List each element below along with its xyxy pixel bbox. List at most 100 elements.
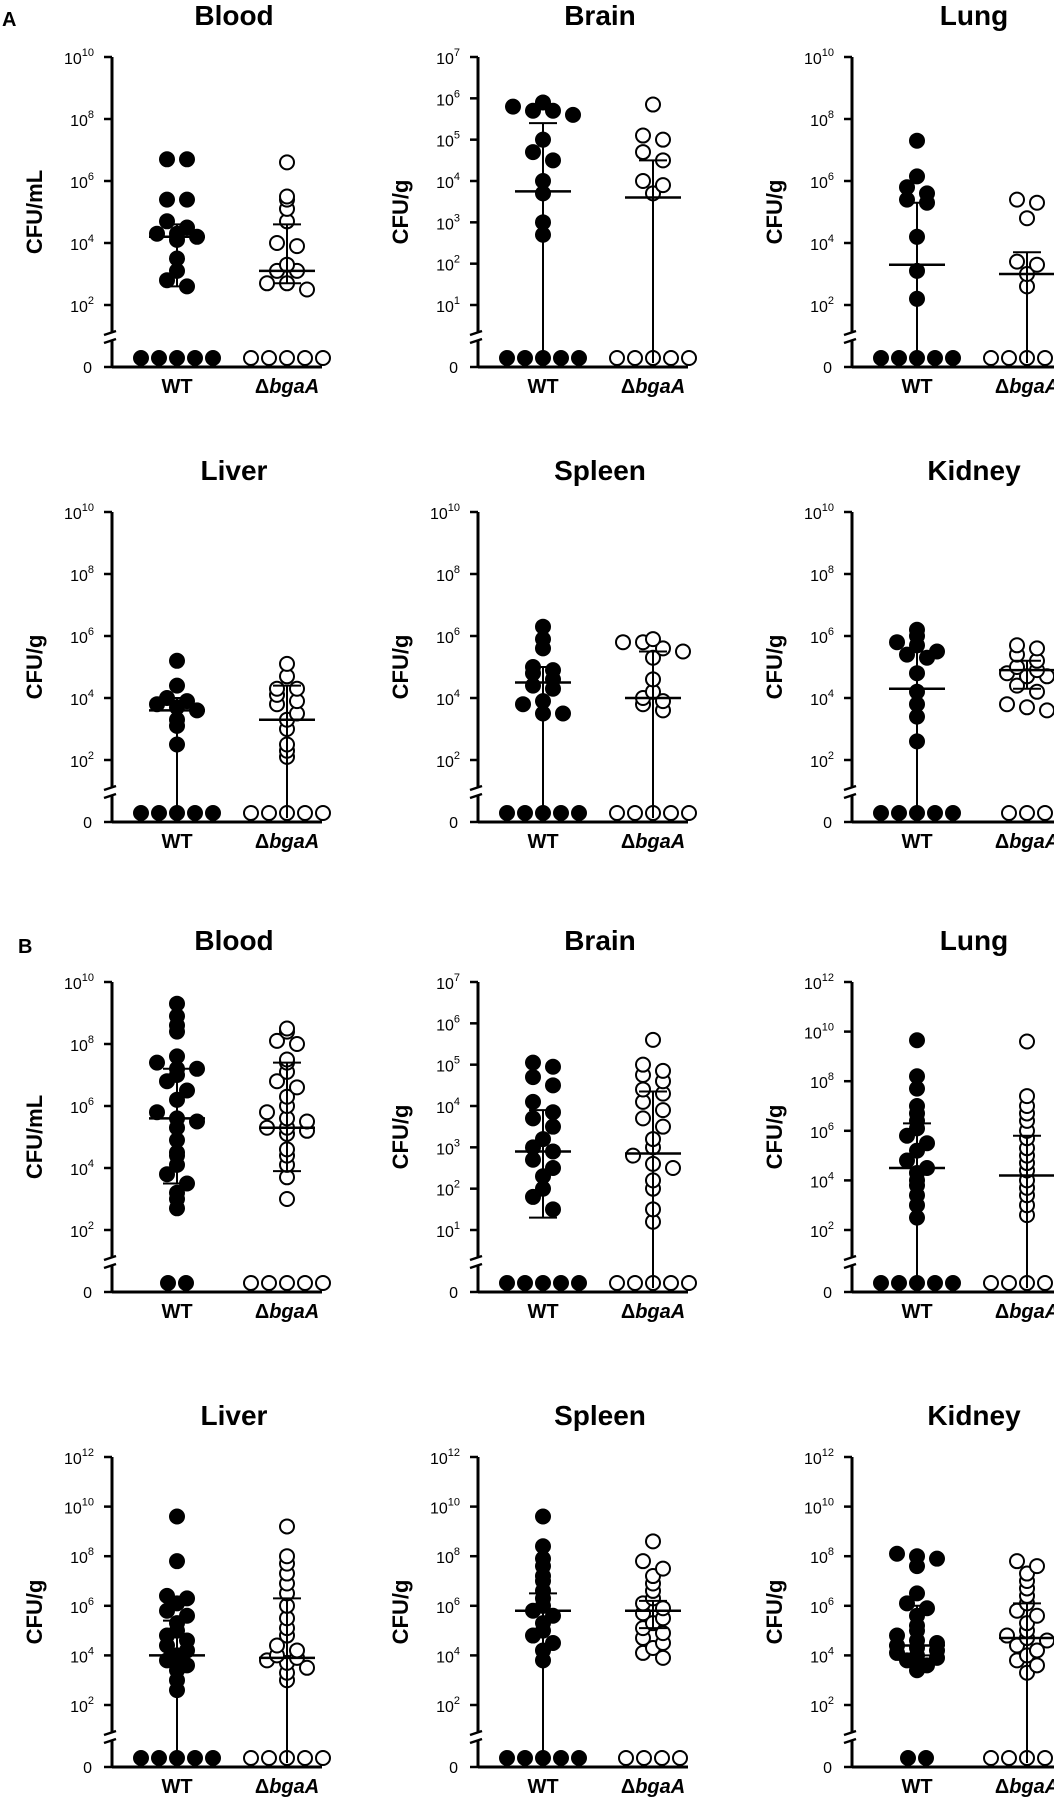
data-point	[159, 1587, 175, 1604]
tick-label: 106	[70, 1096, 94, 1117]
data-point-zero	[891, 350, 907, 366]
tick-base: 10	[804, 1501, 822, 1518]
tick-base: 10	[804, 51, 822, 68]
data-point-zero	[517, 1275, 533, 1291]
delta-symbol: Δ	[995, 1301, 1009, 1323]
data-point	[545, 662, 561, 679]
tick-exponent: 8	[454, 564, 460, 576]
tick-exponent: 12	[448, 1447, 460, 1459]
y-axis-label: CFU/g	[22, 635, 47, 700]
axis-break-mark	[843, 329, 857, 337]
x-tick-label-wt: WT	[527, 376, 558, 398]
tick-base: 10	[436, 1600, 454, 1617]
data-point-zero	[609, 350, 625, 366]
tick-label: 105	[436, 130, 460, 151]
data-point	[909, 1585, 925, 1602]
tick-exponent: 6	[454, 1596, 460, 1608]
tick-label: 108	[810, 1071, 834, 1092]
x-tick-label-wt: WT	[161, 376, 192, 398]
x-tick-label-wt: WT	[161, 831, 192, 853]
data-point-zero	[609, 1275, 625, 1291]
data-point	[645, 1533, 661, 1550]
tick-exponent: 1	[454, 295, 460, 307]
tick-label: 1010	[64, 47, 94, 68]
data-point	[279, 188, 295, 205]
data-point-zero	[315, 1750, 331, 1766]
tick-base: 10	[436, 754, 454, 771]
tick-exponent: 2	[88, 1695, 94, 1707]
data-point	[645, 96, 661, 113]
data-point	[159, 213, 175, 230]
y-axis-label: CFU/g	[762, 1105, 787, 1170]
data-point	[1009, 253, 1025, 270]
data-point	[159, 151, 175, 168]
tick-exponent: 2	[828, 750, 834, 762]
tick-exponent: 8	[88, 1546, 94, 1558]
data-point	[545, 102, 561, 119]
data-point-zero	[133, 1750, 149, 1766]
data-point	[1009, 1553, 1025, 1570]
data-point	[525, 1188, 541, 1205]
tick-base: 10	[436, 1224, 454, 1241]
delta-symbol: Δ	[995, 1776, 1009, 1798]
tick-label: 0	[449, 815, 458, 832]
tick-label: 104	[436, 688, 460, 709]
tick-exponent: 8	[454, 1546, 460, 1558]
data-point-zero	[927, 805, 943, 821]
data-point	[919, 1600, 935, 1617]
tick-exponent: 8	[828, 109, 834, 121]
gene-name: bgaA	[635, 831, 685, 853]
data-point	[889, 634, 905, 651]
data-point-zero	[151, 1750, 167, 1766]
data-point-zero	[205, 350, 221, 366]
tick-base: 10	[70, 1600, 88, 1617]
tick-base: 10	[70, 1224, 88, 1241]
axis-break-mark	[843, 792, 857, 800]
tick-label: 102	[436, 750, 460, 771]
tick-base: 10	[70, 175, 88, 192]
tick-label: 0	[449, 1285, 458, 1302]
delta-symbol: Δ	[255, 1776, 269, 1798]
data-point	[525, 1093, 541, 1110]
tick-exponent: 6	[454, 88, 460, 100]
gene-name: bgaA	[269, 376, 319, 398]
tick-exponent: 10	[822, 1022, 834, 1034]
axis-break-mark	[103, 1254, 117, 1262]
tick-base: 10	[436, 299, 454, 316]
tick-label: 106	[436, 1013, 460, 1034]
data-point	[169, 1048, 185, 1065]
tick-base: 10	[810, 1224, 828, 1241]
data-point	[289, 1079, 305, 1096]
data-point-zero	[297, 350, 313, 366]
panel-label-a: A	[2, 9, 16, 31]
tick-exponent: 8	[828, 1071, 834, 1083]
tick-exponent: 6	[88, 1096, 94, 1108]
tick-label: 106	[810, 626, 834, 647]
data-point-zero	[315, 350, 331, 366]
data-point-zero	[517, 1750, 533, 1766]
data-point	[929, 643, 945, 660]
tick-label: 104	[436, 1645, 460, 1666]
data-point-zero	[261, 1750, 277, 1766]
tick-label: 1010	[64, 502, 94, 523]
data-point	[615, 634, 631, 651]
data-point-zero	[243, 1275, 259, 1291]
y-axis-label: CFU/g	[762, 635, 787, 700]
tick-label: 0	[823, 360, 832, 377]
data-point	[1029, 683, 1045, 700]
tick-label: 105	[436, 1055, 460, 1076]
delta-symbol: Δ	[255, 831, 269, 853]
data-point-zero	[571, 1750, 587, 1766]
x-tick-label-bgaa: ΔbgaA	[255, 1301, 319, 1323]
data-point-zero	[499, 1275, 515, 1291]
tick-exponent: 4	[828, 688, 834, 700]
tick-label: 104	[810, 688, 834, 709]
tick-base: 10	[436, 51, 454, 68]
tick-base: 10	[810, 1600, 828, 1617]
x-tick-label-bgaa: ΔbgaA	[255, 831, 319, 853]
data-point	[545, 1118, 561, 1135]
data-point	[525, 144, 541, 161]
data-point-zero	[1001, 350, 1017, 366]
x-tick-label-wt: WT	[161, 1776, 192, 1798]
